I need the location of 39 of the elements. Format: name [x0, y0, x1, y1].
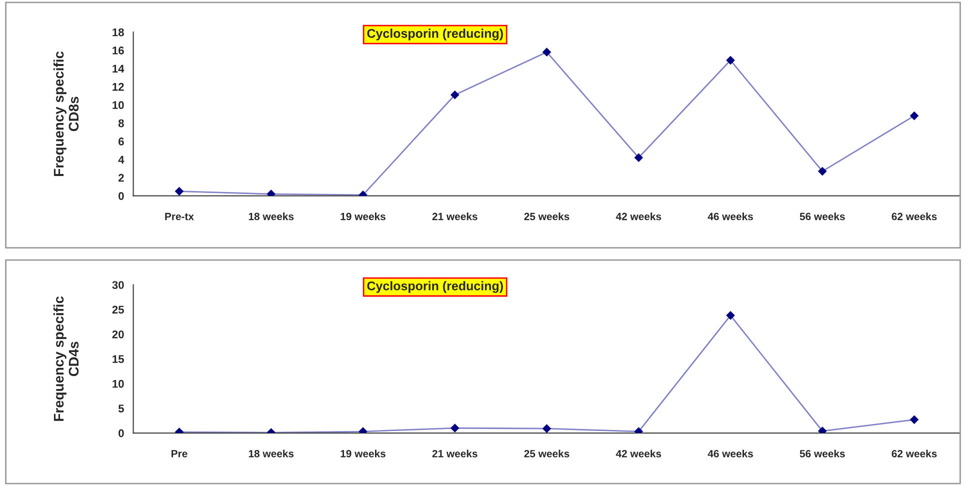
y-tick-label: 18	[112, 28, 124, 36]
x-tick-label: 42 weeks	[616, 450, 662, 458]
x-tick-label: 56 weeks	[800, 212, 845, 220]
x-tick-label: 21 weeks	[432, 212, 478, 220]
y-axis-title: Frequency specific CD8s	[53, 51, 79, 176]
x-tick-label: 42 weeks	[616, 212, 662, 220]
y-tick-label: 10	[112, 101, 124, 110]
annotation: Cyclosporin (reducing)	[367, 28, 503, 40]
x-tick-label: 18 weeks	[248, 212, 294, 220]
y-tick-label: 15	[112, 355, 124, 364]
x-tick-label: 19 weeks	[340, 450, 386, 458]
x-tick-label: 21 weeks	[432, 450, 478, 458]
x-tick-label: 25 weeks	[524, 450, 570, 458]
y-tick-label: 20	[112, 330, 124, 338]
y-tick-label: 10	[112, 380, 124, 388]
y-axis-title: Frequency specific CD4s	[53, 296, 79, 421]
y-tick-label: 0	[118, 429, 124, 438]
x-tick-label: 18 weeks	[248, 450, 294, 458]
x-tick-label: Pre	[172, 450, 188, 458]
y-tick-label: 30	[112, 281, 124, 289]
y-tick-label: 5	[118, 404, 124, 412]
annotation: Cyclosporin (reducing)	[367, 281, 503, 293]
x-tick-label: 62 weeks	[892, 450, 937, 458]
y-tick-label: 8	[118, 119, 124, 128]
y-tick-label: 4	[118, 156, 124, 164]
x-tick-label: Pre-tx	[165, 212, 194, 220]
x-tick-label: 25 weeks	[524, 212, 570, 220]
y-tick-label: 0	[118, 192, 124, 200]
y-tick-label: 16	[112, 46, 124, 54]
x-tick-label: 56 weeks	[800, 450, 845, 458]
y-tick-label: 12	[112, 82, 124, 91]
x-tick-label: 46 weeks	[708, 212, 753, 220]
y-tick-label: 25	[112, 306, 124, 314]
x-tick-label: 62 weeks	[892, 212, 937, 220]
y-tick-label: 6	[118, 138, 124, 146]
y-tick-label: 2	[118, 174, 124, 182]
y-tick-label: 14	[112, 64, 124, 72]
x-tick-label: 19 weeks	[340, 212, 386, 220]
x-tick-label: 46 weeks	[708, 450, 753, 458]
